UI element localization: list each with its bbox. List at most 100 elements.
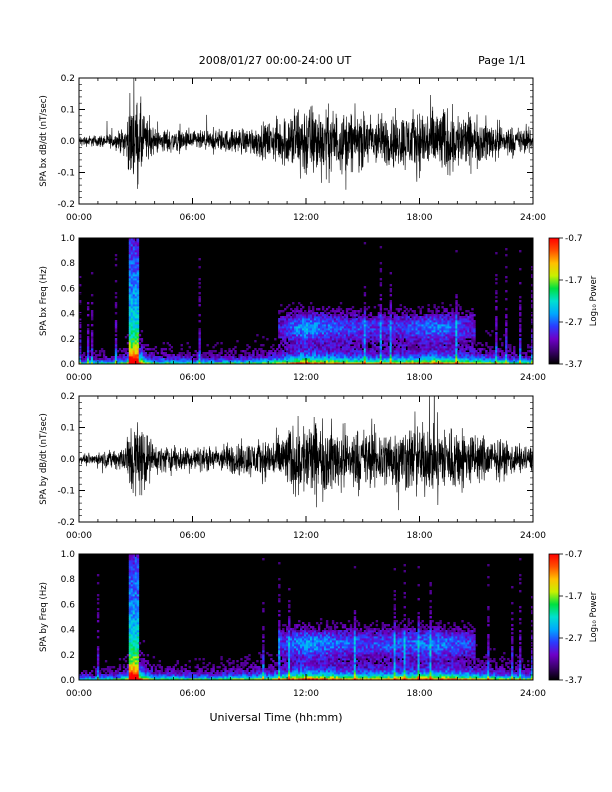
- spectrogram-cell: [136, 300, 140, 303]
- spectrogram-cell: [383, 308, 387, 311]
- spectrogram-cell: [134, 568, 138, 571]
- spectrogram-cell: [152, 352, 156, 355]
- spectrogram-cell: [427, 320, 430, 323]
- spectrogram-cell: [272, 358, 275, 361]
- spectrogram-cell: [122, 672, 126, 675]
- spectrogram-cell: [172, 356, 175, 359]
- spectrogram-cell: [429, 330, 432, 333]
- spectrogram-cell: [431, 314, 434, 317]
- spectrogram-cell: [467, 324, 470, 327]
- spectrogram-cell: [461, 320, 464, 323]
- spectrogram-cell: [497, 350, 500, 353]
- spectrogram-cell: [136, 350, 140, 353]
- spectrogram-cell: [433, 324, 436, 327]
- spectrogram-cell: [355, 358, 359, 361]
- spectrogram-cell: [288, 358, 291, 361]
- spectrogram-cell: [154, 670, 158, 673]
- spectrogram-cell: [290, 340, 293, 343]
- spectrogram-cell: [138, 664, 142, 667]
- spectrogram-cell: [423, 332, 426, 335]
- spectrogram-cell: [300, 318, 303, 321]
- spectrogram-cell: [421, 332, 424, 335]
- spectrogram-cell: [473, 356, 476, 359]
- spectrogram-cell: [114, 258, 118, 261]
- spectrogram-cell: [226, 356, 229, 359]
- spectrogram-cell: [220, 360, 223, 363]
- spectrogram-cell: [176, 360, 179, 363]
- spectrogram-cell: [513, 348, 516, 351]
- spectrogram-cell: [385, 362, 389, 365]
- spectrogram-cell: [130, 588, 134, 591]
- spectrogram-cell: [371, 320, 375, 323]
- spectrogram-cell: [377, 338, 381, 341]
- spectrogram-cell: [449, 340, 452, 343]
- spectrogram-cell: [409, 336, 412, 339]
- spectrogram-cell: [369, 330, 373, 333]
- spectrogram-cell: [90, 348, 94, 351]
- spectrogram-cell: [134, 670, 138, 673]
- spectrogram-cell: [341, 348, 345, 351]
- spectrogram-cell: [170, 672, 173, 675]
- spectrogram-cell: [333, 328, 337, 331]
- spectrogram-cell: [371, 330, 375, 333]
- spectrogram-cell: [104, 676, 108, 679]
- spectrogram-cell: [505, 308, 508, 311]
- spectrogram-cell: [162, 676, 166, 679]
- spectrogram-cell: [417, 332, 420, 335]
- spectrogram-cell: [465, 344, 468, 347]
- spectrogram-cell: [349, 326, 353, 329]
- spectrogram-cell: [401, 362, 404, 365]
- spectrogram-panel-bx: 00:00 06:00 12:00 18:00 24:000.00.20.40.60.8…: [39, 234, 599, 383]
- spectrogram-cell: [357, 340, 361, 343]
- spectrogram-cell: [294, 356, 297, 359]
- spectrogram-cell: [300, 314, 303, 317]
- spectrogram-cell: [461, 354, 464, 357]
- spectrogram-cell: [385, 332, 389, 335]
- spectrogram-cell: [323, 340, 327, 343]
- spectrogram-cell: [399, 340, 402, 343]
- spectrogram-cell: [505, 342, 508, 345]
- spectrogram-cell: [196, 678, 199, 681]
- spectrogram-cell: [465, 320, 468, 323]
- spectrogram-cell: [325, 314, 329, 317]
- spectrogram-cell: [128, 578, 132, 581]
- spectrogram-cell: [323, 318, 327, 321]
- spectrogram-cell: [128, 574, 132, 577]
- spectrogram-cell: [455, 316, 458, 319]
- spectrogram-cell: [369, 350, 373, 353]
- spectrogram-cell: [304, 346, 307, 349]
- spectrogram-cell: [294, 308, 297, 311]
- spectrogram-cell: [387, 336, 391, 339]
- spectrogram-cell: [495, 292, 498, 295]
- spectrogram-cell: [439, 314, 442, 317]
- spectrogram-cell: [94, 362, 98, 365]
- spectrogram-cell: [114, 296, 118, 299]
- spectrogram-cell: [128, 260, 132, 263]
- spectrogram-cell: [393, 322, 396, 325]
- spectrogram-cell: [395, 356, 398, 359]
- spectrogram-cell: [495, 306, 498, 309]
- spectrogram-cell: [282, 330, 285, 333]
- spectrogram-cell: [138, 362, 142, 365]
- spectrogram-cell: [130, 556, 134, 559]
- spectrogram-cell: [379, 362, 383, 365]
- spectrogram-cell: [351, 348, 355, 351]
- spectrogram-cell: [184, 360, 187, 363]
- spectrogram-cell: [313, 350, 317, 353]
- spectrogram-cell: [339, 312, 343, 315]
- spectrogram-cell: [383, 344, 387, 347]
- spectrogram-cell: [280, 324, 283, 327]
- spectrogram-cell: [138, 670, 142, 673]
- spectrogram-cell: [447, 334, 450, 337]
- spectrogram-cell: [290, 352, 293, 355]
- spectrogram-cell: [216, 356, 219, 359]
- spectrogram-cell: [242, 362, 245, 365]
- spectrogram-cell: [132, 596, 136, 599]
- spectrogram-cell: [268, 350, 271, 353]
- spectrogram-cell: [323, 354, 327, 357]
- spectrogram-cell: [527, 350, 530, 353]
- spectrogram-cell: [379, 262, 383, 265]
- spectrogram-cell: [132, 272, 136, 275]
- spectrogram-cell: [130, 346, 134, 349]
- spectrogram-cell: [363, 316, 367, 319]
